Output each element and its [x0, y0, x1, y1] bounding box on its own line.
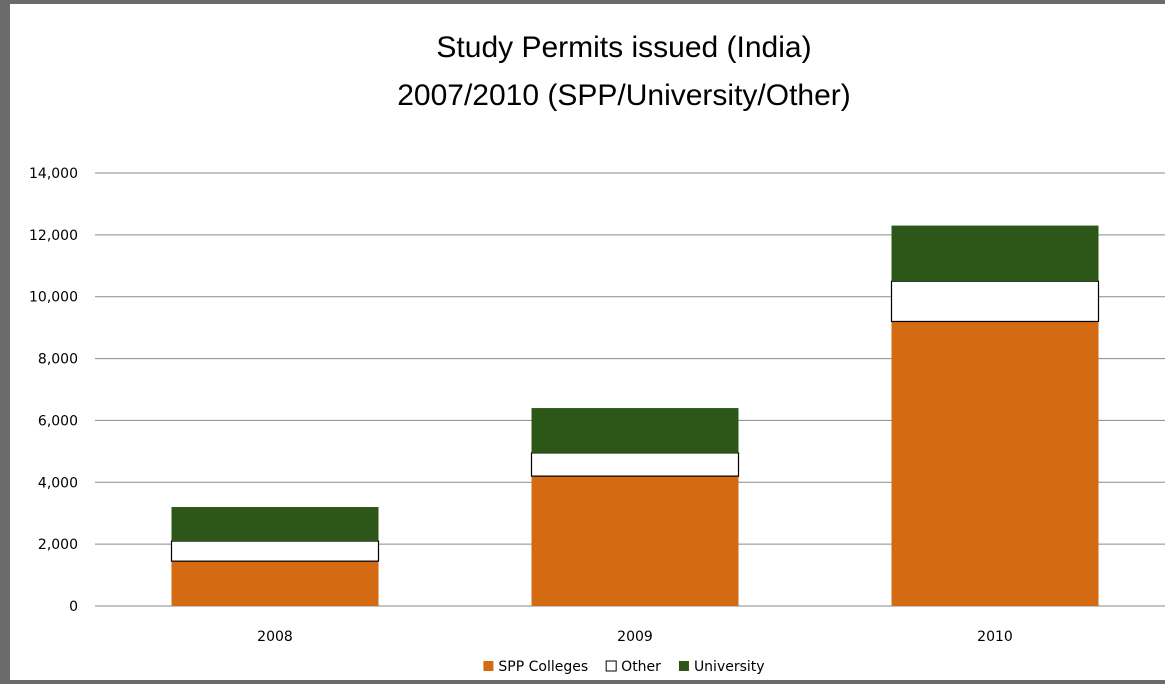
x-tick-label: 2008	[257, 629, 293, 645]
bar-segment-university	[891, 225, 1099, 282]
bar-segment-other	[170, 540, 380, 562]
bar-segment-university	[171, 507, 379, 542]
x-tick-label: 2009	[617, 629, 653, 645]
y-tick-label: 12,000	[29, 228, 78, 244]
legend-label: University	[694, 659, 765, 675]
legend-label: Other	[621, 659, 661, 675]
y-tick-label: 2,000	[38, 537, 78, 553]
x-axis-tick-labels: 2008 2009 2010	[257, 629, 1013, 645]
y-tick-label: 14,000	[29, 166, 78, 182]
legend-swatch-other	[605, 660, 617, 672]
bar-segment-spp-colleges	[531, 476, 739, 606]
legend-label: SPP Colleges	[498, 659, 588, 675]
legend-swatch-spp-colleges	[483, 661, 494, 671]
chart-title: Study Permits issued (India)	[436, 31, 811, 64]
bars	[170, 225, 1100, 606]
bar-segment-spp-colleges	[171, 561, 379, 606]
y-tick-label: 10,000	[29, 290, 78, 306]
bar-segment-spp-colleges	[891, 321, 1099, 606]
legend: SPP Colleges Other University	[483, 659, 765, 675]
x-tick-label: 2010	[977, 629, 1013, 645]
bar-segment-university	[531, 408, 739, 453]
bar-segment-other	[530, 452, 740, 477]
bar-segment-other	[890, 280, 1100, 323]
chart-subtitle: 2007/2010 (SPP/University/Other)	[397, 79, 851, 112]
y-tick-label: 6,000	[38, 413, 78, 429]
y-axis-tick-labels: 0 2,000 4,000 6,000 8,000 10,000 12,000 14,000	[29, 166, 78, 615]
y-tick-label: 0	[69, 599, 78, 615]
y-tick-label: 4,000	[38, 475, 78, 491]
bar-chart: Study Permits issued (India) 2007/2010 (…	[29, 31, 1165, 675]
y-tick-label: 8,000	[38, 352, 78, 368]
legend-swatch-university	[678, 661, 689, 671]
